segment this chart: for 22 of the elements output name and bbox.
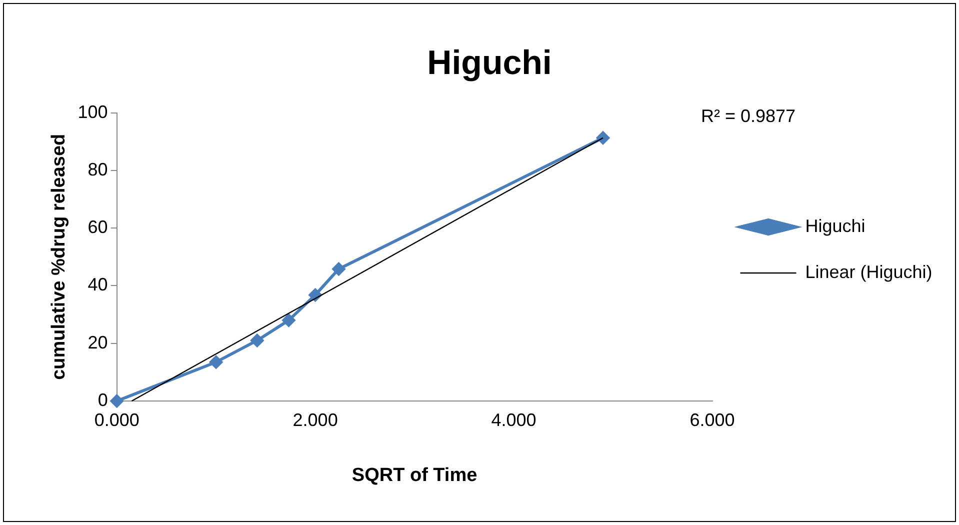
point (282, 314, 296, 327)
y-tick-label: 60 (88, 217, 108, 238)
point (210, 356, 223, 369)
point (250, 334, 264, 347)
y-tick-label: 100 (78, 102, 108, 122)
y-tick-label: 0 (98, 390, 108, 410)
x-tick-label: 6.000 (690, 410, 735, 430)
point (596, 131, 610, 144)
legend-label: Linear (Higuchi) (805, 262, 932, 282)
x-tick-label: 4.000 (491, 410, 536, 430)
x-tick-label: 0.000 (94, 410, 140, 430)
y-axis-title: cumulative %drug released (48, 134, 70, 380)
y-tick-label: 80 (88, 159, 108, 180)
x-tick-label: 2.000 (292, 410, 338, 430)
point (332, 262, 346, 276)
y-tick-label: 40 (88, 274, 108, 295)
y-tick-label: 20 (88, 332, 108, 352)
x-axis-title: SQRT of Time (352, 464, 478, 486)
point (110, 394, 124, 408)
annotation: R² = 0.9877 (701, 106, 796, 127)
legend-label: Higuchi (805, 216, 866, 236)
chart-title: Higuchi (427, 44, 552, 82)
